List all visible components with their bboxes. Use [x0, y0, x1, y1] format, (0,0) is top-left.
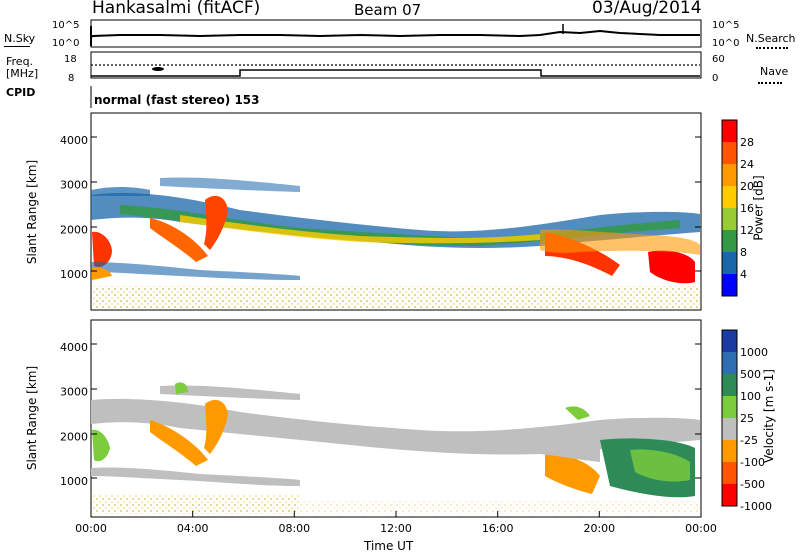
freq-label: Freq.	[6, 55, 34, 68]
colorbar-segment	[722, 374, 737, 397]
nave-tick-top: 60	[712, 54, 725, 65]
colorbar-tick-label: 16	[740, 202, 754, 215]
nave-legend-line	[758, 82, 782, 84]
colorbar-segment	[722, 462, 737, 485]
nave-tick-bottom: 0	[712, 73, 719, 84]
colorbar-segment	[722, 252, 737, 275]
colorbar-tick-label: 1000	[740, 346, 768, 359]
x-tick-label: 16:00	[482, 522, 514, 535]
colorbar-segment	[722, 396, 737, 419]
y-tick-label: 4000	[60, 134, 88, 147]
nsky-legend-line	[4, 46, 30, 47]
colorbar-segment	[722, 164, 737, 187]
nsky-trace	[90, 29, 700, 38]
x-axis-ticks	[90, 511, 702, 517]
nsearch-tick-bottom: 10^0	[712, 38, 740, 49]
nsearch-tick-top: 10^5	[712, 20, 740, 31]
colorbar-tick-label: 500	[740, 368, 761, 381]
nsky-panel	[90, 19, 702, 48]
nsky-label: N.Sky	[4, 32, 36, 45]
y-tick-label: 3000	[60, 386, 88, 399]
colorbar-segment	[722, 186, 737, 209]
nsky-tick-bottom: 10^0	[52, 38, 80, 49]
colorbar-tick-label: 4	[740, 268, 747, 281]
freq-unit-label: [MHz]	[6, 67, 39, 80]
x-tick-label: 08:00	[278, 522, 310, 535]
x-tick-label: 00:00	[75, 522, 107, 535]
colorbar-tick-label: -100	[740, 456, 765, 469]
x-tick-label: 12:00	[380, 522, 412, 535]
colorbar-segment	[722, 352, 737, 375]
colorbar-segment	[722, 274, 737, 297]
colorbar-segment	[722, 484, 737, 507]
colorbar-segment	[722, 120, 737, 143]
freq-trace	[91, 69, 700, 77]
y-tick-label: 3000	[60, 179, 88, 192]
x-axis-title: Time UT	[364, 539, 414, 553]
x-tick-labels: 00:00 04:00 08:00 12:00 16:00 20:00 00:00	[75, 522, 717, 535]
date-title: 03/Aug/2014	[592, 0, 702, 18]
power-data	[91, 177, 700, 308]
velocity-panel	[90, 319, 702, 518]
colorbar-segment	[722, 330, 737, 353]
colorbar-segment	[722, 208, 737, 231]
nsearch-legend-line	[756, 47, 788, 49]
colorbar-tick-label: 12	[740, 224, 754, 237]
station-title: Hankasalmi (fitACF)	[92, 0, 261, 18]
power-y-ticks	[91, 136, 701, 272]
freq-tick-bottom: 8	[68, 73, 75, 84]
velocity-y-ticks	[91, 343, 701, 479]
power-panel	[90, 112, 702, 311]
y-tick-label: 1000	[60, 475, 88, 488]
colorbar-segment	[722, 440, 737, 463]
velocity-data	[91, 382, 700, 514]
y-tick-label: 2000	[60, 223, 88, 236]
colorbar-tick-label: 8	[740, 246, 747, 259]
cpid-text: normal (fast stereo) 153	[94, 93, 260, 107]
y-tick-label: 1000	[60, 268, 88, 281]
x-tick-label: 00:00	[685, 522, 717, 535]
colorbar-segment	[722, 230, 737, 253]
colorbar-tick-label: 20	[740, 180, 754, 193]
beam-title: Beam 07	[354, 1, 422, 19]
colorbar-tick-label: -500	[740, 478, 765, 491]
nsearch-label: N.Search	[746, 32, 796, 45]
colorbar-segment	[722, 418, 737, 441]
freq-tick-top: 18	[64, 54, 77, 65]
colorbar-segment	[722, 142, 737, 165]
nave-label: Nave	[760, 65, 789, 78]
y-tick-label: 2000	[60, 430, 88, 443]
velocity-y-tick-labels: 1000 2000 3000 4000	[60, 341, 88, 488]
velocity-colorbar: 1000 500 100 25 -25 -100 -500 -1000	[721, 329, 772, 513]
colorbar-tick-label: 28	[740, 136, 754, 149]
power-colorbar: 28 24 20 16 12 8 4	[721, 119, 754, 297]
colorbar-tick-label: 24	[740, 158, 754, 171]
colorbar-tick-label: -1000	[740, 500, 772, 513]
y-tick-label: 4000	[60, 341, 88, 354]
colorbar-tick-label: -25	[740, 434, 758, 447]
x-tick-label: 20:00	[583, 522, 615, 535]
colorbar-tick-label: 100	[740, 390, 761, 403]
power-y-tick-labels: 1000 2000 3000 4000	[60, 134, 88, 281]
colorbar-tick-label: 25	[740, 412, 754, 425]
cpid-label: CPID	[6, 86, 36, 99]
freq-panel	[90, 51, 702, 79]
nsky-tick-top: 10^5	[52, 20, 80, 31]
x-tick-label: 04:00	[177, 522, 209, 535]
